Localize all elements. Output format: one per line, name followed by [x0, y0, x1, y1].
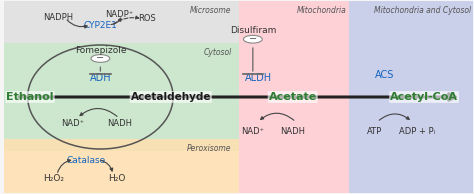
- Text: Cytosol: Cytosol: [203, 48, 232, 57]
- Text: Fomepizole: Fomepizole: [74, 46, 126, 55]
- Text: NADH: NADH: [280, 127, 305, 136]
- Text: NADPH: NADPH: [43, 13, 73, 22]
- FancyBboxPatch shape: [4, 43, 239, 151]
- FancyBboxPatch shape: [4, 139, 239, 193]
- Text: ACS: ACS: [374, 70, 394, 80]
- Text: H₂O₂: H₂O₂: [43, 174, 64, 183]
- Text: ADP + Pᵢ: ADP + Pᵢ: [399, 127, 435, 136]
- Text: Disulfiram: Disulfiram: [230, 26, 276, 35]
- Text: Ethanol: Ethanol: [6, 92, 54, 102]
- Text: CYP2E1: CYP2E1: [83, 21, 118, 30]
- Text: NAD⁺: NAD⁺: [241, 127, 264, 136]
- Text: NADP⁺: NADP⁺: [105, 10, 133, 19]
- Text: ATP: ATP: [367, 127, 383, 136]
- Text: Catalase: Catalase: [67, 156, 106, 165]
- FancyBboxPatch shape: [349, 1, 474, 193]
- Circle shape: [244, 35, 262, 43]
- Text: Mitochondria and Cytosol: Mitochondria and Cytosol: [374, 5, 471, 15]
- Text: Mitochondria: Mitochondria: [297, 5, 346, 15]
- Text: Acetaldehyde: Acetaldehyde: [130, 92, 211, 102]
- Text: ADH: ADH: [90, 73, 111, 83]
- FancyBboxPatch shape: [239, 1, 349, 193]
- Text: −: −: [249, 34, 257, 44]
- Text: ROS: ROS: [138, 14, 156, 23]
- Text: −: −: [96, 54, 104, 63]
- Text: NAD⁺: NAD⁺: [61, 120, 84, 128]
- FancyBboxPatch shape: [4, 1, 239, 43]
- Text: NADH: NADH: [107, 120, 132, 128]
- Text: Peroxisome: Peroxisome: [187, 144, 232, 153]
- Text: Microsome: Microsome: [190, 5, 232, 15]
- Text: H₂O: H₂O: [108, 174, 126, 183]
- Text: Acetyl-CoA: Acetyl-CoA: [390, 92, 458, 102]
- Circle shape: [91, 55, 110, 62]
- Text: ALDH: ALDH: [245, 73, 272, 83]
- Text: Acetate: Acetate: [269, 92, 317, 102]
